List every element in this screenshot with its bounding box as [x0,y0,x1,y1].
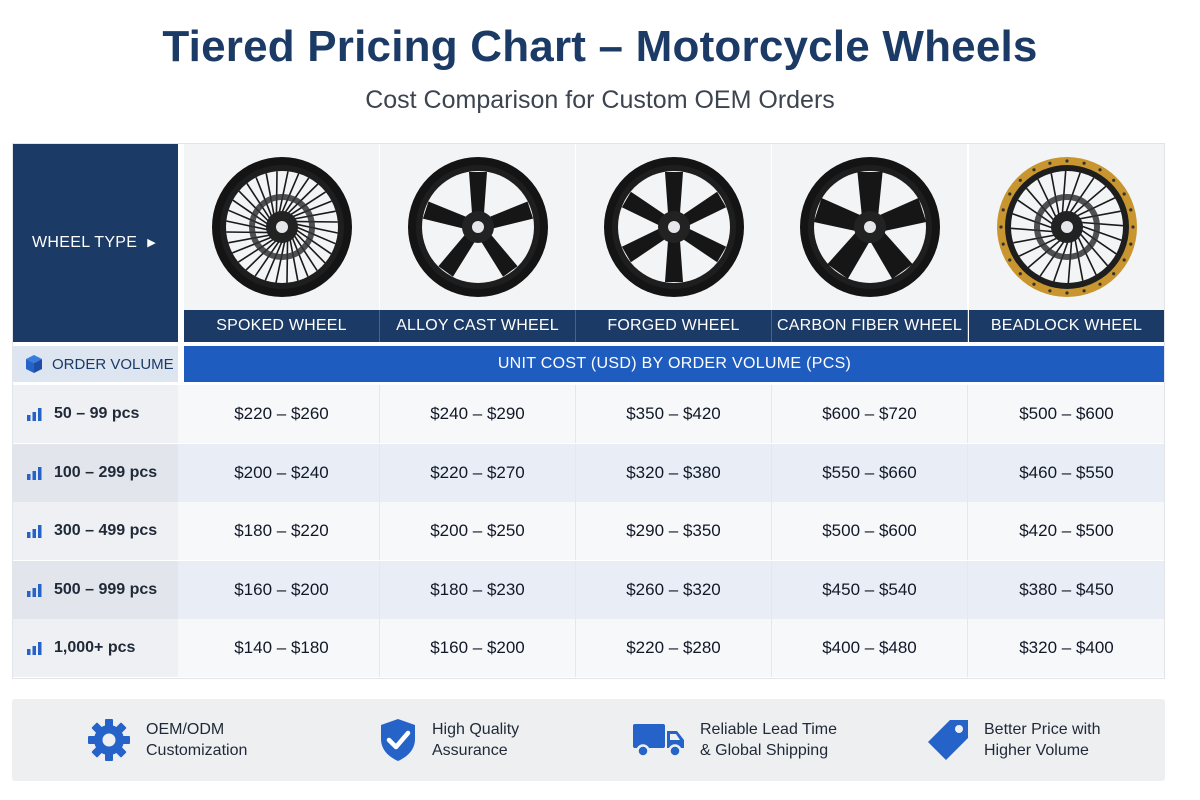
triangle-right-icon: ▶ [147,237,157,249]
wheel-illustration [407,156,548,297]
price-cell: $220 – $270 [380,444,576,502]
volume-tier-label: 1,000+ pcs [12,619,178,677]
price-cell: $260 – $320 [576,561,772,619]
price-cell: $500 – $600 [969,385,1165,443]
feature-customization: OEM/ODM Customization [86,699,247,781]
price-cell: $380 – $450 [969,561,1165,619]
truck-icon [633,724,684,758]
bar-chart-icon [27,584,42,597]
wheel-image [772,143,968,310]
wheel-type-name: CARBON FIBER WHEEL [772,310,968,342]
table-row [12,444,1165,502]
volume-tier-text: 100 – 299 pcs [54,464,158,481]
price-cell: $160 – $200 [184,561,380,619]
price-cell: $320 – $400 [969,619,1165,677]
price-cell: $450 – $540 [772,561,968,619]
volume-tier-text: 300 – 499 pcs [54,522,158,539]
volume-tier-label: 100 – 299 pcs [12,444,178,502]
shield-check-icon [381,719,415,761]
feature-line2: & Global Shipping [700,742,829,759]
price-cell: $200 – $240 [184,444,380,502]
gear-icon [88,719,130,761]
features-footer: OEM/ODM Customization High Quality Assur… [12,699,1165,781]
price-cell: $350 – $420 [576,385,772,443]
price-cell: $160 – $200 [380,619,576,677]
bar-chart-icon [27,642,42,655]
wheel-image [184,143,380,310]
price-cell: $200 – $250 [380,502,576,560]
wheel-type-name: SPOKED WHEEL [184,310,380,342]
feature-shipping: Reliable Lead Time & Global Shipping [632,699,837,781]
price-cell: $140 – $180 [184,619,380,677]
feature-price: Better Price with Higher Volume [926,699,1100,781]
price-cell: $180 – $230 [380,561,576,619]
wheel-image [969,143,1165,310]
feature-line1: High Quality [432,721,520,738]
wheel-illustration [799,156,940,297]
wheel-image [380,143,576,310]
bar-chart-icon [27,408,42,421]
volume-tier-label: 300 – 499 pcs [12,502,178,560]
wheel-illustration [996,156,1137,297]
feature-quality: High Quality Assurance [378,699,519,781]
volume-tier-text: 1,000+ pcs [54,639,136,656]
price-cell: $550 – $660 [772,444,968,502]
price-cell: $220 – $260 [184,385,380,443]
wheel-image [576,143,772,310]
table-row [12,619,1165,677]
volume-tier-label: 500 – 999 pcs [12,561,178,619]
order-volume-label: ORDER VOLUME [52,355,174,373]
feature-line1: Reliable Lead Time [700,721,837,738]
order-volume-header: ORDER VOLUME [12,346,178,382]
price-tag-icon [928,720,968,760]
wheel-type-name: FORGED WHEEL [576,310,772,342]
feature-line1: OEM/ODM [146,721,225,738]
wheel-type-label: WHEEL TYPE [32,233,138,251]
unit-cost-banner: UNIT COST (USD) BY ORDER VOLUME (PCS) [184,346,1165,382]
price-cell: $500 – $600 [772,502,968,560]
feature-line2: Customization [146,742,248,759]
page-subtitle: Cost Comparison for Custom OEM Orders [365,86,835,114]
volume-tier-label: 50 – 99 pcs [12,385,178,443]
cube-icon [26,355,42,373]
price-cell: $180 – $220 [184,502,380,560]
wheel-type-name: ALLOY CAST WHEEL [380,310,576,342]
price-cell: $600 – $720 [772,385,968,443]
volume-tier-text: 500 – 999 pcs [54,581,158,598]
price-cell: $290 – $350 [576,502,772,560]
table-row [12,385,1165,443]
wheel-type-name: BEADLOCK WHEEL [969,310,1165,342]
feature-line1: Better Price with [984,721,1101,738]
wheel-type-header: WHEEL TYPE ▶ [12,143,178,342]
bar-chart-icon [27,525,42,538]
table-row [12,502,1165,560]
feature-line2: Assurance [432,742,508,759]
feature-line2: Higher Volume [984,742,1089,759]
price-cell: $460 – $550 [969,444,1165,502]
page-title: Tiered Pricing Chart – Motorcycle Wheels [162,22,1038,71]
price-cell: $240 – $290 [380,385,576,443]
wheel-illustration [603,156,744,297]
bar-chart-icon [27,467,42,480]
table-row [12,561,1165,619]
volume-tier-text: 50 – 99 pcs [54,405,140,422]
price-cell: $420 – $500 [969,502,1165,560]
price-cell: $400 – $480 [772,619,968,677]
price-cell: $220 – $280 [576,619,772,677]
wheel-illustration [211,156,352,297]
price-cell: $320 – $380 [576,444,772,502]
